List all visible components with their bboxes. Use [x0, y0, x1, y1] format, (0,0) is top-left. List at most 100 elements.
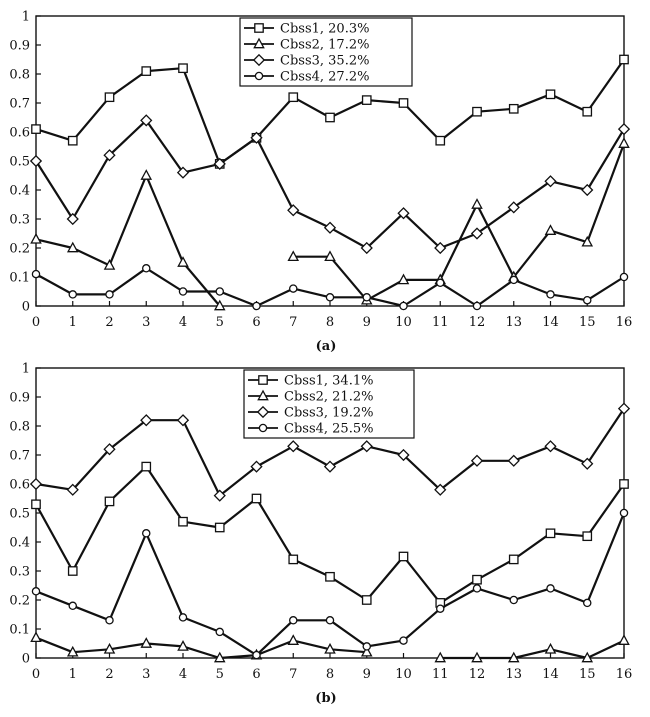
x-tick-label: 3	[142, 315, 150, 330]
data-point-circle	[472, 584, 482, 593]
chart-panel-b: 00.10.20.30.40.50.60.70.80.910 1 2 3 4 5 6 7 8 9 1…	[9, 362, 632, 707]
x-tick-label: 0	[32, 315, 40, 330]
legend-label: Cbss2, 21.2%	[284, 390, 373, 405]
legend-label: Cbss2, 17.2%	[280, 38, 369, 53]
data-point-square	[398, 98, 409, 108]
legend-marker-square	[258, 375, 268, 385]
data-point-square	[325, 112, 335, 123]
data-point-diamond	[29, 154, 43, 168]
data-point-circle	[509, 595, 518, 605]
y-tick-label: 0.5	[9, 155, 30, 170]
data-point-diamond	[213, 157, 226, 171]
y-tick-label: 0.6	[9, 478, 30, 493]
data-point-diamond	[617, 122, 631, 136]
data-point-triangle	[103, 259, 116, 270]
legend-marker-square	[254, 23, 264, 33]
data-point-circle	[215, 287, 224, 296]
series-line	[440, 639, 625, 660]
data-point-triangle	[434, 651, 447, 663]
data-point-square	[545, 528, 556, 539]
data-point-circle	[325, 293, 335, 302]
series-line	[35, 636, 367, 660]
data-point-circle	[288, 616, 298, 625]
data-point-square	[141, 66, 152, 76]
data-point-diamond	[397, 207, 410, 220]
data-point-circle	[362, 642, 371, 651]
x-tick-label: 4	[179, 667, 187, 682]
data-point-square	[472, 574, 482, 585]
legend-box	[239, 17, 413, 87]
data-point-diamond	[103, 443, 116, 456]
data-point-triangle	[287, 634, 300, 645]
data-point-diamond	[507, 201, 520, 214]
data-point-square	[288, 554, 299, 565]
data-point-square	[178, 516, 188, 527]
data-point-diamond	[103, 149, 116, 162]
data-point-square	[582, 106, 593, 117]
data-point-circle	[31, 587, 41, 596]
x-tick-label: 12	[469, 315, 486, 330]
data-point-circle	[435, 604, 445, 613]
x-tick-label: 11	[432, 667, 449, 682]
data-point-triangle	[618, 137, 630, 148]
y-tick-label: 0.4	[9, 184, 30, 199]
x-tick-label: 8	[326, 315, 334, 330]
x-tick-label: 11	[432, 315, 449, 330]
legend-label: Cbss4, 27.2%	[280, 70, 369, 85]
y-tick-label: 0.5	[9, 507, 30, 522]
legend-label: Cbss1, 34.1%	[284, 374, 373, 389]
data-point-circle	[362, 293, 371, 302]
data-point-square	[361, 595, 372, 605]
data-point-triangle	[213, 299, 226, 311]
data-point-triangle	[324, 642, 336, 654]
data-point-diamond	[470, 227, 484, 240]
data-point-triangle	[66, 241, 79, 253]
x-tick-label: 1	[69, 315, 77, 330]
data-point-circle	[583, 295, 592, 305]
data-point-triangle	[140, 637, 153, 648]
data-point-circle	[215, 627, 224, 637]
data-point-square	[619, 479, 629, 489]
x-tick-label: 6	[252, 315, 260, 330]
data-point-triangle	[471, 198, 483, 209]
data-point-triangle	[324, 250, 336, 262]
y-tick-label: 0.9	[9, 391, 30, 406]
data-point-diamond	[213, 489, 226, 502]
x-tick-label: 15	[579, 315, 596, 330]
data-point-square	[435, 135, 446, 146]
legend-label: Cbss3, 19.2%	[284, 406, 373, 421]
y-tick-label: 0.2	[9, 594, 30, 609]
y-tick-label: 0.6	[9, 126, 30, 141]
data-point-diamond	[29, 477, 43, 491]
x-tick-label: 14	[542, 667, 559, 682]
data-point-circle	[399, 636, 408, 645]
data-point-diamond	[140, 114, 153, 127]
data-point-triangle	[103, 642, 116, 654]
y-tick-label: 0.9	[9, 39, 30, 54]
data-point-triangle	[287, 250, 300, 262]
data-point-triangle	[581, 235, 594, 247]
series-line	[35, 512, 626, 657]
panel-caption: (b)	[315, 691, 336, 706]
data-point-circle	[472, 301, 482, 311]
y-tick-label: 0.2	[9, 242, 30, 257]
series-triangle	[30, 631, 630, 663]
x-tick-label: 14	[542, 315, 559, 330]
x-tick-label: 16	[616, 315, 633, 330]
x-tick-label: 2	[105, 667, 113, 682]
series-diamond	[29, 114, 631, 255]
series-square	[31, 461, 629, 608]
series-circle	[31, 508, 629, 660]
data-point-circle	[252, 301, 261, 311]
data-point-circle	[105, 290, 114, 299]
series-line	[35, 465, 625, 605]
data-point-diamond	[323, 460, 337, 473]
x-tick-label: 13	[505, 315, 522, 330]
data-point-circle	[105, 616, 114, 625]
data-point-diamond	[176, 166, 190, 179]
data-point-diamond	[360, 440, 373, 453]
data-point-triangle	[397, 273, 410, 285]
data-point-square	[398, 551, 409, 562]
legend-marker-circle	[258, 423, 268, 433]
